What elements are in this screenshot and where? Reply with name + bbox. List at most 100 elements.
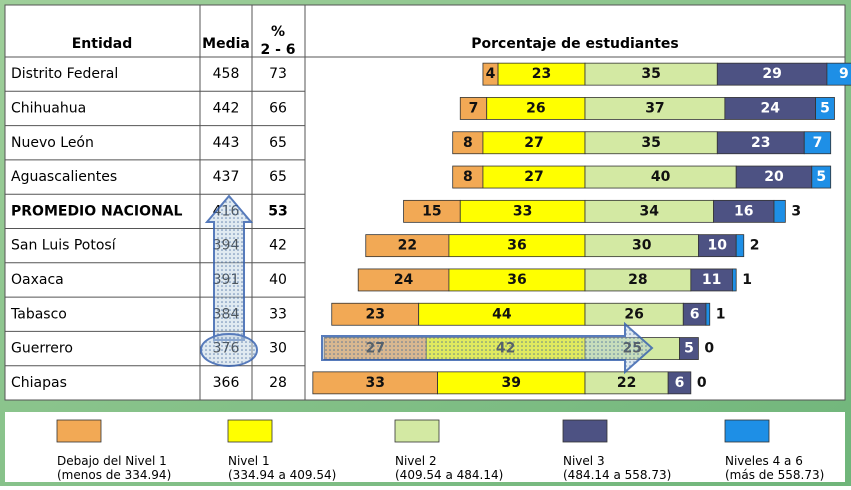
value-label: 15 (422, 203, 441, 219)
value-label: 1 (742, 272, 752, 288)
value-label: 0 (697, 375, 707, 391)
legend-range: (409.54 a 484.14) (395, 468, 503, 482)
entity: Oaxaca (11, 272, 64, 288)
entity: Guerrero (11, 341, 73, 357)
media: 437 (213, 169, 240, 185)
chart-title: Porcentaje de estudiantes (471, 36, 678, 52)
pct: 33 (269, 306, 287, 322)
legend-range: (más de 558.73) (725, 468, 824, 482)
entity: Distrito Federal (11, 66, 118, 82)
bar-segment (679, 337, 699, 360)
value-label: 7 (469, 100, 479, 116)
media: 442 (213, 100, 240, 116)
entity: Aguascalientes (11, 169, 117, 185)
pct: 40 (269, 272, 287, 288)
media: 443 (213, 135, 240, 151)
value-label: 4 (486, 66, 496, 82)
entity: Chiapas (11, 375, 67, 391)
legend-range: (334.94 a 409.54) (228, 468, 336, 482)
value-label: 8 (463, 135, 473, 151)
bar-segment (803, 131, 832, 155)
pct: 73 (269, 66, 287, 82)
value-label: 20 (764, 169, 784, 185)
value-label: 27 (524, 135, 543, 151)
pct: 53 (268, 203, 287, 219)
value-label: 33 (365, 375, 384, 391)
entity: Tabasco (10, 306, 67, 322)
entity: Nuevo León (11, 135, 94, 151)
header: % 2 - 6 (260, 24, 295, 58)
value-label: 7 (813, 135, 823, 151)
annotation-arrows (200, 194, 654, 375)
value-label: 3 (791, 203, 801, 219)
value-label: 26 (624, 306, 643, 322)
value-label: 35 (641, 66, 660, 82)
legend-range: (menos de 334.94) (57, 468, 171, 482)
value-label: 36 (507, 272, 526, 288)
media: 458 (213, 66, 240, 82)
bar-segment (773, 199, 786, 223)
value-label: 9 (839, 66, 849, 82)
legend-swatch (724, 419, 770, 443)
value-label: 22 (398, 238, 417, 254)
value-label: 22 (617, 375, 636, 391)
value-label: 24 (760, 100, 780, 116)
pct: 28 (269, 375, 287, 391)
bar-segment (705, 302, 711, 326)
value-label: 40 (651, 169, 671, 185)
value-label: 5 (816, 169, 826, 185)
entity: San Luis Potosí (11, 238, 117, 254)
value-label: 36 (507, 238, 526, 254)
pct: 65 (269, 135, 287, 151)
bar-segment (667, 371, 692, 395)
pct: 42 (269, 238, 287, 254)
value-label: 30 (632, 238, 652, 254)
legend-swatch (56, 419, 102, 443)
legend-range: (484.14 a 558.73) (563, 468, 671, 482)
header: Media (202, 36, 250, 52)
value-label: 16 (734, 203, 753, 219)
entity: Chihuahua (11, 100, 86, 116)
value-label: 23 (532, 66, 551, 82)
legend-swatch (227, 419, 273, 443)
bar-segment (732, 268, 737, 292)
bar-segment (826, 62, 851, 86)
pct: 30 (269, 341, 287, 357)
value-label: 27 (524, 169, 543, 185)
header: Entidad (72, 36, 133, 52)
value-label: 23 (365, 306, 384, 322)
value-label: 39 (502, 375, 521, 391)
value-label: 35 (641, 135, 660, 151)
value-label: 5 (684, 341, 694, 357)
value-label: 24 (394, 272, 414, 288)
pct: 66 (269, 100, 287, 116)
value-label: 23 (751, 135, 770, 151)
value-label: 26 (526, 100, 545, 116)
bar-segment (815, 97, 835, 120)
value-label: 28 (628, 272, 647, 288)
value-label: 34 (640, 203, 660, 219)
legend-label: Nivel 1 (228, 454, 270, 468)
legend-label: Nivel 3 (563, 454, 605, 468)
value-label: 1 (716, 306, 726, 322)
value-label: 44 (492, 306, 512, 322)
legend-label: Niveles 4 a 6 (725, 454, 803, 468)
value-label: 2 (750, 238, 760, 254)
value-label: 6 (690, 306, 700, 322)
value-label: 11 (702, 272, 721, 288)
value-label: 5 (820, 100, 830, 116)
value-label: 33 (513, 203, 532, 219)
pct: 65 (269, 169, 287, 185)
value-label: 6 (675, 375, 685, 391)
value-label: 29 (762, 66, 781, 82)
value-label: 8 (463, 169, 473, 185)
media: 366 (213, 375, 240, 391)
legend-swatch (394, 419, 440, 443)
legend-label: Debajo del Nivel 1 (57, 454, 167, 468)
value-label: 0 (704, 341, 714, 357)
value-label: 10 (708, 238, 728, 254)
legend-swatch (562, 419, 608, 443)
entity: PROMEDIO NACIONAL (11, 203, 183, 219)
